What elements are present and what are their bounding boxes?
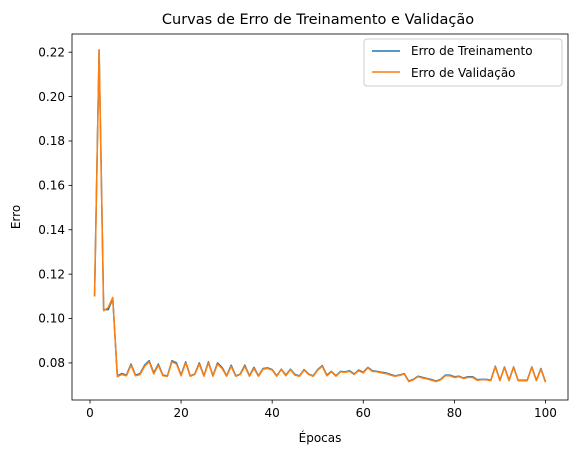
series-line-validation — [93, 49, 547, 383]
chart-title: Curvas de Erro de Treinamento e Validaçã… — [162, 12, 474, 28]
y-tick-label: 0.18 — [38, 134, 65, 148]
y-tick-label: 0.16 — [38, 179, 65, 193]
y-ticks: 0.08 0.10 0.12 0.14 0.16 0.18 0.20 0.22 — [38, 45, 72, 370]
x-tick-label: 20 — [173, 406, 188, 420]
series-group — [93, 49, 547, 383]
x-tick-label: 0 — [86, 406, 94, 420]
legend-box — [363, 38, 563, 87]
legend-label-training: Erro de Treinamento — [411, 44, 533, 58]
legend: Erro de Treinamento Erro de Validação — [363, 38, 563, 87]
x-ticks: 0 20 40 60 80 100 — [86, 400, 557, 420]
plot-area — [72, 34, 568, 400]
y-axis-label: Erro — [9, 205, 23, 229]
y-tick-label: 0.10 — [38, 312, 65, 326]
y-tick-label: 0.22 — [38, 45, 65, 59]
axes-group — [71, 33, 569, 401]
plot-frame — [71, 33, 569, 401]
x-tick-label: 80 — [447, 406, 462, 420]
y-tick-label: 0.08 — [38, 356, 65, 370]
x-tick-label: 60 — [356, 406, 371, 420]
legend-label-validation: Erro de Validação — [411, 66, 516, 80]
x-axis-label: Épocas — [299, 430, 342, 445]
x-tick-label: 40 — [265, 406, 280, 420]
y-tick-label: 0.20 — [38, 90, 65, 104]
y-tick-label: 0.14 — [38, 223, 65, 237]
x-tick-label: 100 — [534, 406, 557, 420]
y-tick-label: 0.12 — [38, 267, 65, 281]
